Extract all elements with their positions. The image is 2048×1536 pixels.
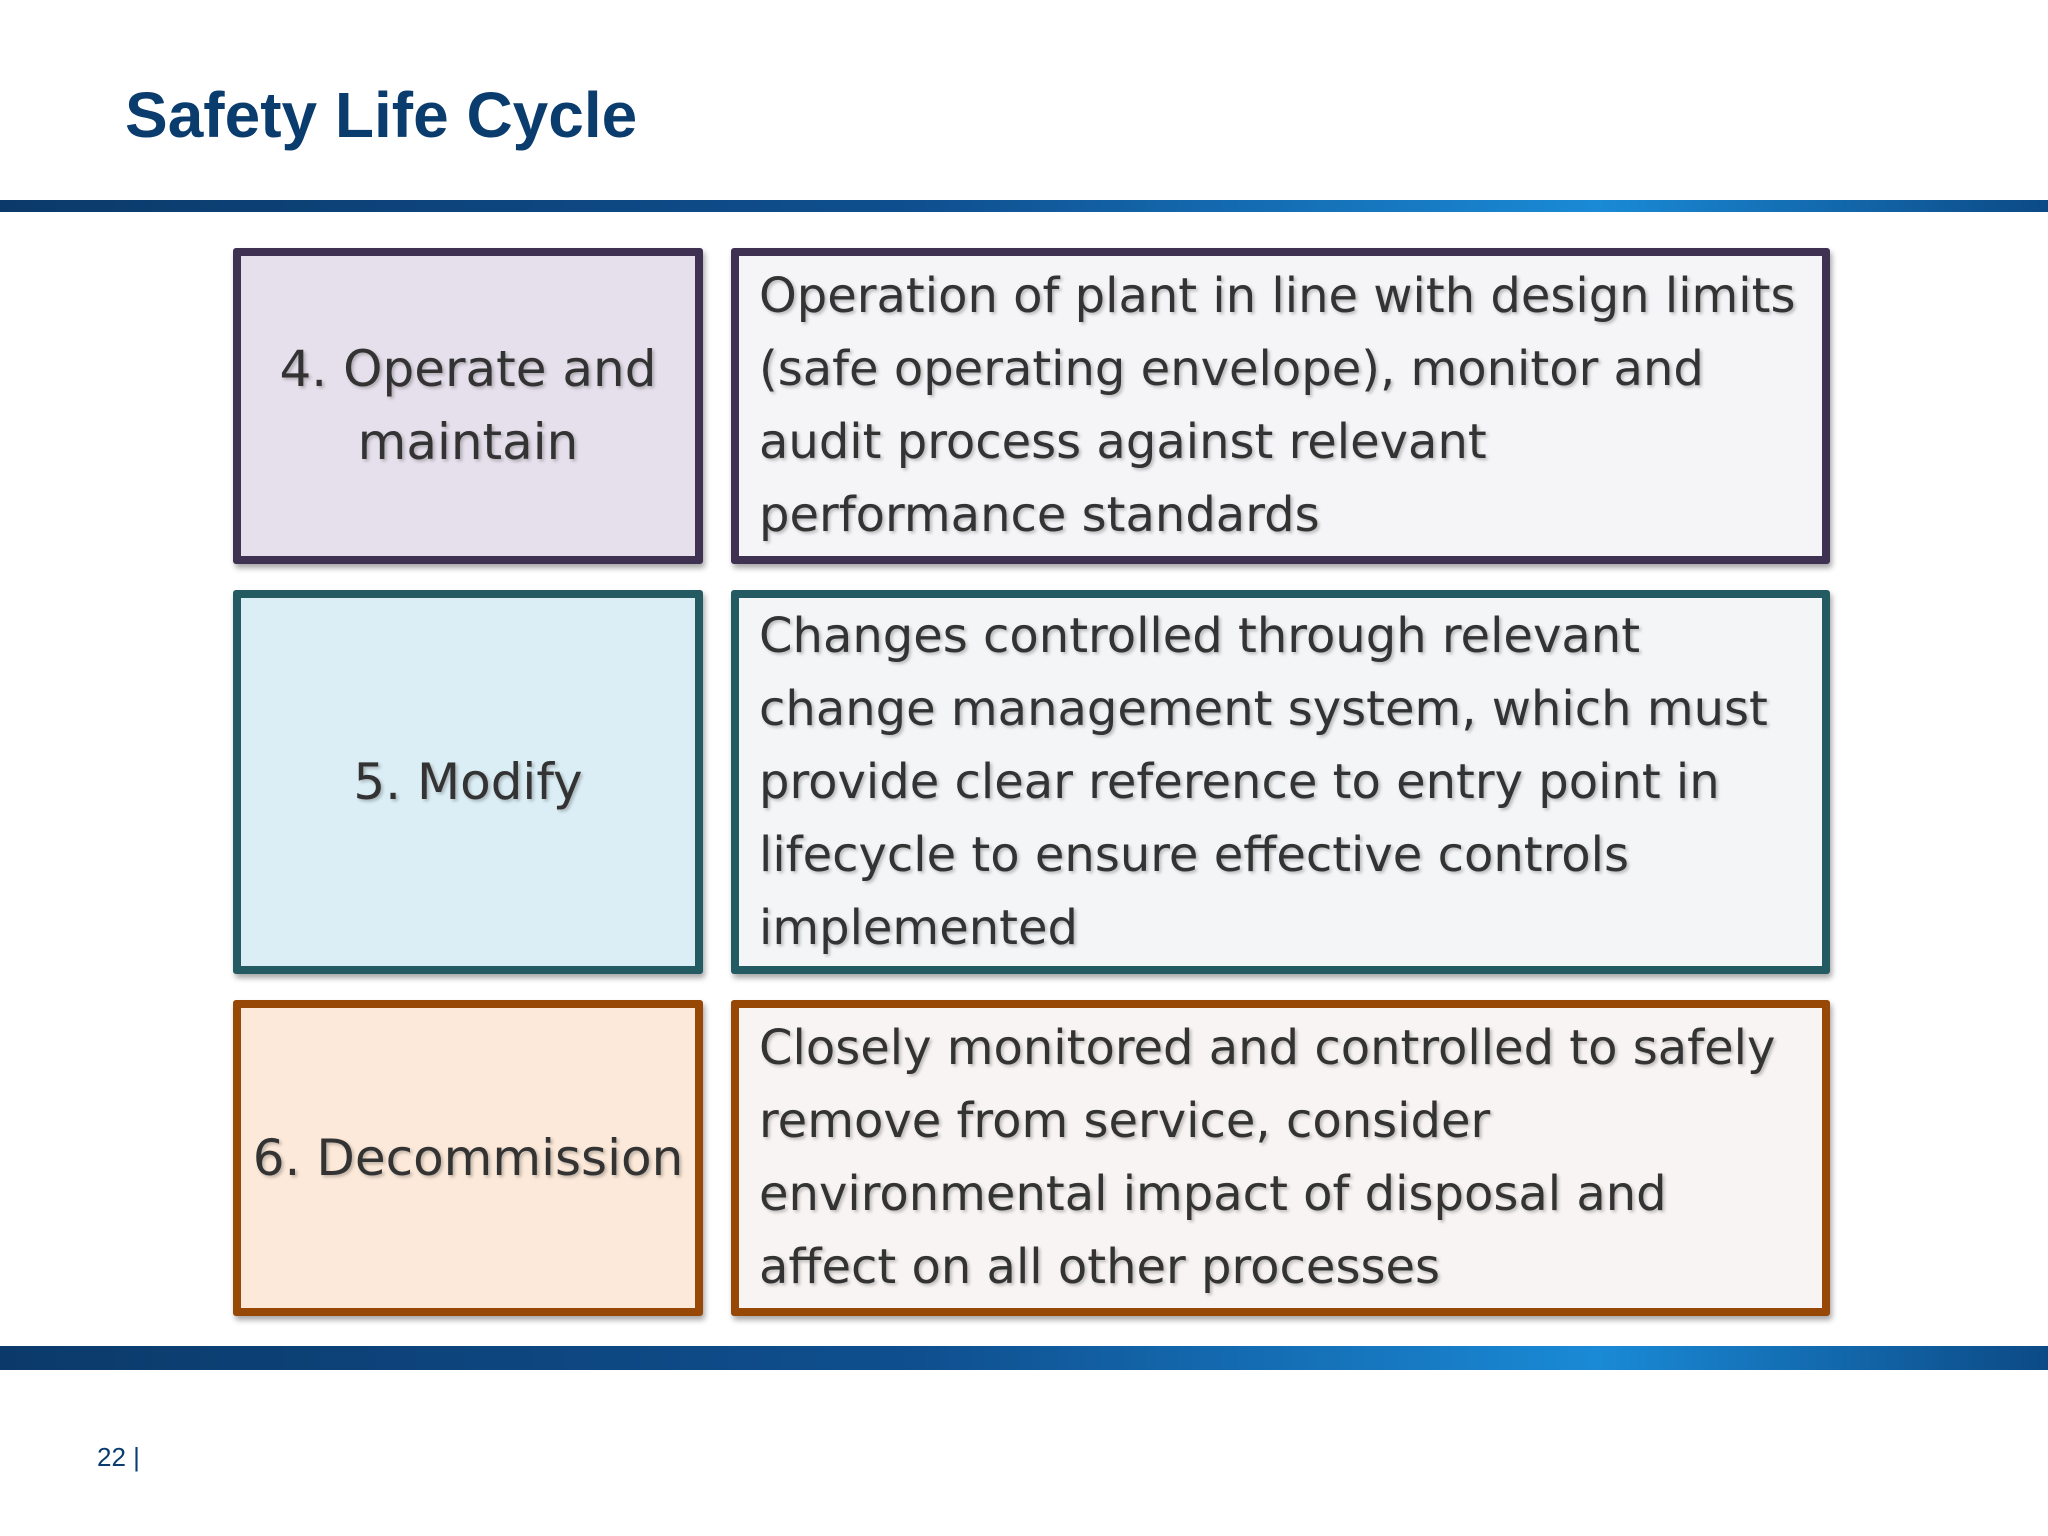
footer-divider-band [0, 1346, 2048, 1370]
stage-decommission-description-box: Closely monitored and controlled to safe… [731, 1000, 1830, 1316]
stage-operate-maintain-box: 4. Operate and maintain [233, 248, 703, 564]
stage-modify-box: 5. Modify [233, 590, 703, 974]
stage-description: Closely monitored and controlled to safe… [759, 1020, 1776, 1295]
header-divider-band [0, 200, 2048, 212]
stage-label: 5. Modify [353, 752, 583, 811]
page-number: 22 | [97, 1442, 140, 1472]
stage-description: Changes controlled through relevant chan… [759, 607, 1768, 956]
slide-title: Safety Life Cycle [125, 79, 638, 151]
stage-decommission-box: 6. Decommission [233, 1000, 703, 1316]
stage-operate-maintain-description-box: Operation of plant in line with design l… [731, 248, 1830, 564]
stage-modify-description-box: Changes controlled through relevant chan… [731, 590, 1830, 974]
stage-label: 6. Decommission [252, 1128, 684, 1187]
stage-label: 4. Operate and maintain [279, 340, 657, 471]
stage-description: Operation of plant in line with design l… [759, 268, 1796, 543]
